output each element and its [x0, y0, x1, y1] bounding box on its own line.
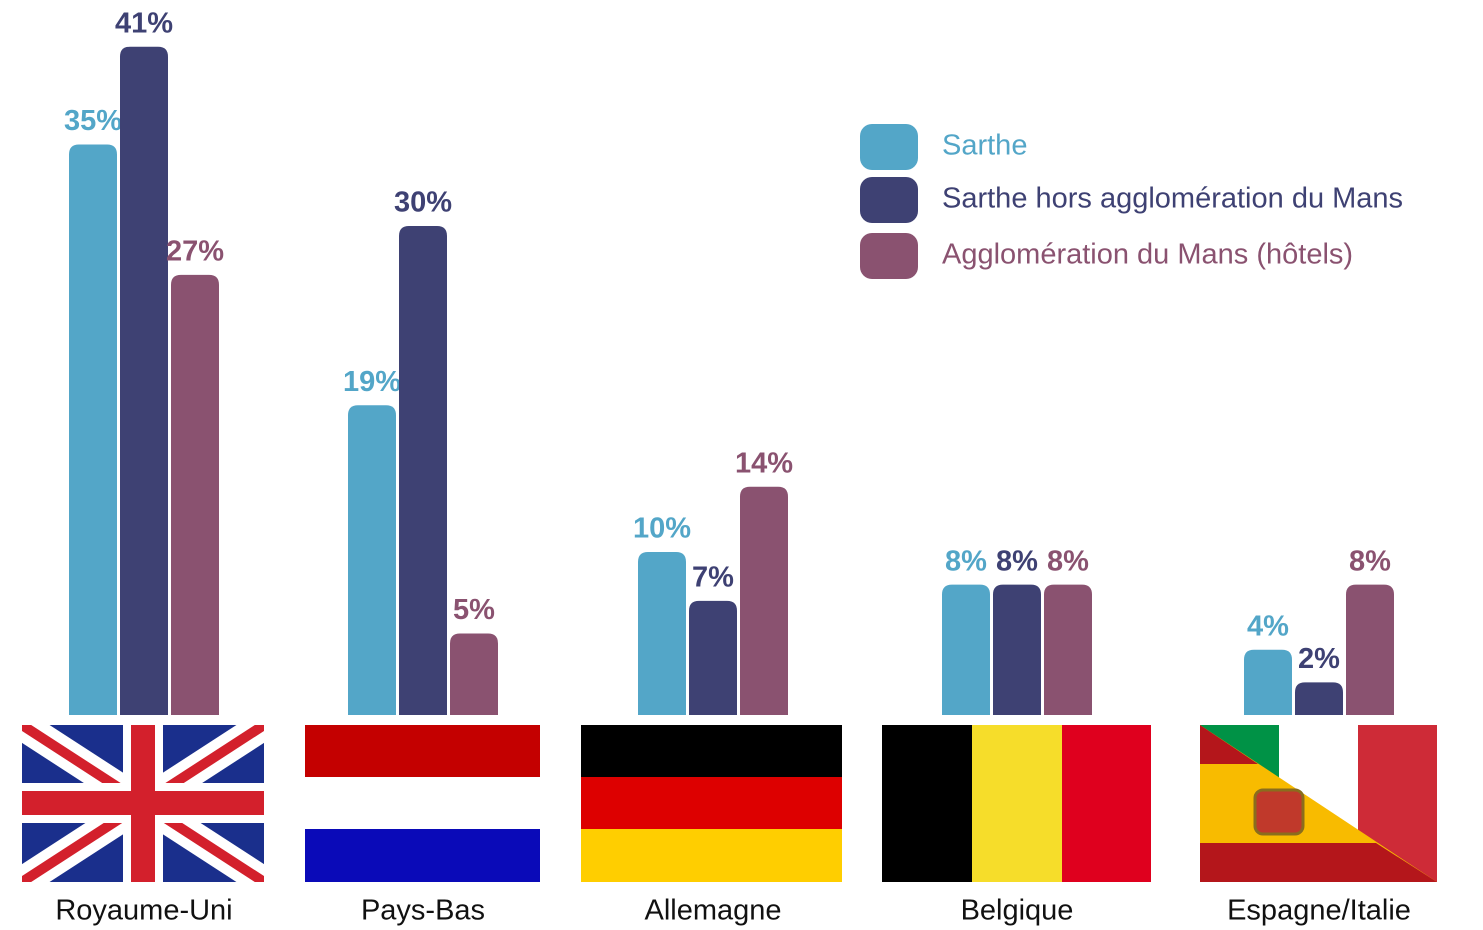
bar	[689, 600, 737, 715]
legend-swatch	[860, 124, 918, 170]
bar	[171, 274, 219, 715]
value-label: 8%	[1047, 545, 1089, 577]
x-tick-label: Royaume-Uni	[55, 895, 232, 927]
flag-de	[581, 725, 842, 882]
flag-be	[882, 725, 1151, 882]
value-label: 10%	[633, 513, 691, 545]
value-label: 41%	[115, 7, 173, 39]
bar	[69, 144, 117, 715]
legend-label: Sarthe hors agglomération du Mans	[942, 183, 1403, 215]
x-tick-label: Belgique	[961, 895, 1074, 927]
value-label: 19%	[343, 366, 401, 398]
legend-label: Sarthe	[942, 130, 1027, 162]
value-label: 8%	[945, 545, 987, 577]
value-label: 4%	[1247, 610, 1289, 642]
bar	[1244, 649, 1292, 715]
legend-label: Agglomération du Mans (hôtels)	[942, 239, 1353, 271]
value-label: 8%	[996, 545, 1038, 577]
value-label: 27%	[166, 236, 224, 268]
value-label: 5%	[453, 594, 495, 626]
bar	[1044, 584, 1092, 715]
bar	[1295, 682, 1343, 715]
value-label: 7%	[692, 562, 734, 594]
legend-swatch	[860, 233, 918, 279]
bar	[993, 584, 1041, 715]
value-label: 2%	[1298, 643, 1340, 675]
legend-swatch	[860, 177, 918, 223]
x-tick-label: Espagne/Italie	[1227, 895, 1411, 927]
x-tick-label: Pays-Bas	[361, 895, 485, 927]
bar	[740, 486, 788, 715]
value-label: 8%	[1349, 545, 1391, 577]
value-label: 35%	[64, 105, 122, 137]
bar	[450, 633, 498, 715]
value-label: 30%	[394, 187, 452, 219]
bar	[638, 552, 686, 715]
flag-nl	[305, 725, 540, 882]
value-label: 14%	[735, 447, 793, 479]
bar	[399, 226, 447, 715]
bar	[942, 584, 990, 715]
x-tick-label: Allemagne	[644, 895, 781, 927]
flag-es-it	[1200, 725, 1437, 882]
flag-uk	[22, 725, 264, 882]
bar	[1346, 584, 1394, 715]
bar	[348, 405, 396, 715]
bar	[120, 46, 168, 715]
